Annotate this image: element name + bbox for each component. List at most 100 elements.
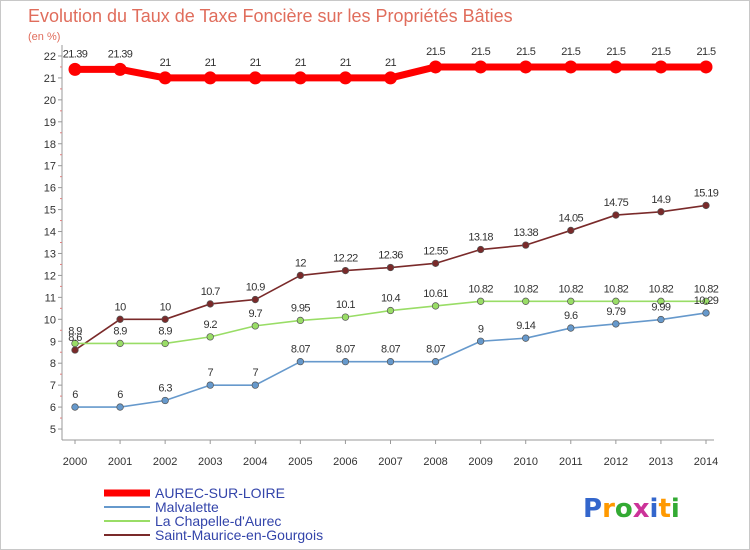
- y-tick-label: 9: [50, 336, 56, 348]
- data-label: 10.82: [559, 283, 584, 295]
- data-label: 9.95: [291, 302, 310, 314]
- data-label: 9.6: [564, 310, 578, 322]
- x-tick-label: 2001: [108, 456, 132, 468]
- data-label: 10.7: [201, 286, 220, 298]
- brand-letter: i: [650, 494, 659, 524]
- brand-logo: Proxiti: [583, 494, 680, 524]
- brand-letter: i: [671, 494, 680, 524]
- brand-letter: r: [602, 494, 615, 524]
- data-point: [296, 316, 305, 325]
- data-label: 7: [253, 367, 259, 379]
- data-label: 6: [117, 389, 123, 401]
- y-tick-label: 14: [44, 227, 56, 239]
- data-label: 21.39: [108, 48, 133, 60]
- data-label: 10.82: [468, 283, 493, 295]
- x-tick-label: 2005: [288, 456, 312, 468]
- data-label: 10.61: [423, 288, 448, 300]
- data-label: 12: [295, 257, 307, 269]
- data-point: [71, 346, 79, 354]
- data-point: [522, 297, 530, 305]
- y-tick-label: 11: [45, 292, 56, 304]
- data-label: 10.29: [694, 295, 719, 307]
- data-label: 21.39: [63, 48, 88, 60]
- data-point: [71, 339, 79, 348]
- data-point: [113, 62, 127, 76]
- data-label: 13.18: [468, 232, 493, 244]
- y-tick-label: 20: [44, 95, 56, 107]
- data-label: 9: [478, 323, 484, 335]
- y-tick-label: 7: [50, 380, 56, 392]
- y-tick-label: 13: [44, 248, 56, 260]
- brand-letter: P: [583, 494, 602, 524]
- data-label: 14.9: [651, 194, 670, 206]
- data-point: [431, 259, 440, 267]
- data-label: 8.9: [68, 325, 82, 337]
- data-point: [296, 358, 305, 366]
- data-label: 10.82: [513, 283, 538, 295]
- axes: 5 6 7 8 9 10 11 12 13 14 15 16 17 18 19 20 21 22 2000 2001 2…: [44, 45, 718, 468]
- y-tick-label: 22: [44, 51, 56, 63]
- data-point: [386, 358, 395, 366]
- brand-letter: t: [658, 494, 670, 524]
- data-point: [206, 381, 214, 389]
- data-label: 10.82: [604, 283, 629, 295]
- data-point: [431, 302, 440, 310]
- x-tick-label: 2011: [559, 456, 583, 468]
- data-point: [68, 62, 82, 76]
- data-point: [386, 263, 395, 272]
- y-tick-label: 10: [44, 314, 56, 326]
- y-tick-label: 21: [44, 73, 56, 85]
- data-point: [296, 271, 305, 280]
- data-label: 10.1: [336, 299, 355, 311]
- data-label: 14.75: [604, 197, 629, 209]
- x-tick-label: 2008: [423, 456, 447, 468]
- data-label: 21.5: [471, 46, 490, 58]
- data-label: 21.5: [606, 46, 625, 58]
- data-point: [564, 60, 578, 74]
- data-point: [71, 403, 79, 411]
- y-tick-label: 18: [44, 139, 56, 151]
- data-point: [116, 315, 124, 323]
- data-label: 10: [160, 301, 172, 313]
- data-point: [293, 71, 307, 85]
- data-label: 9.2: [203, 319, 217, 331]
- x-tick-label: 2006: [333, 456, 357, 468]
- data-point: [657, 208, 665, 216]
- data-label: 6.3: [158, 383, 172, 395]
- data-label: 9.99: [651, 302, 670, 314]
- data-point: [429, 60, 443, 74]
- data-label: 6: [72, 389, 78, 401]
- data-point: [522, 334, 530, 342]
- chart-title: Evolution du Taux de Taxe Foncière sur l…: [28, 6, 513, 26]
- data-point: [567, 297, 575, 305]
- data-point: [206, 333, 214, 341]
- data-point: [612, 211, 620, 219]
- y-tick-label: 8: [50, 358, 56, 370]
- data-label: 21: [250, 57, 262, 69]
- data-point: [248, 71, 262, 85]
- data-point: [386, 306, 395, 315]
- data-point: [116, 403, 124, 411]
- x-tick-label: 2010: [513, 456, 537, 468]
- data-label: 21: [205, 57, 217, 69]
- series-group: [68, 60, 713, 411]
- data-label: 12.55: [423, 245, 448, 257]
- x-tick-label: 2012: [604, 456, 628, 468]
- data-label: 10.9: [246, 282, 265, 294]
- legend-entry: Malvalette: [155, 499, 219, 515]
- x-tick-label: 2002: [153, 456, 177, 468]
- data-label: 8.07: [291, 344, 310, 356]
- data-point: [567, 324, 575, 332]
- data-label: 21.5: [651, 46, 670, 58]
- data-label: 21: [340, 57, 352, 69]
- data-label: 10.82: [694, 283, 719, 295]
- y-tick-label: 17: [44, 161, 56, 173]
- brand-letter: o: [615, 494, 633, 524]
- data-point: [657, 297, 665, 305]
- data-point: [161, 339, 169, 348]
- data-point: [116, 339, 124, 348]
- data-label: 8.9: [113, 325, 127, 337]
